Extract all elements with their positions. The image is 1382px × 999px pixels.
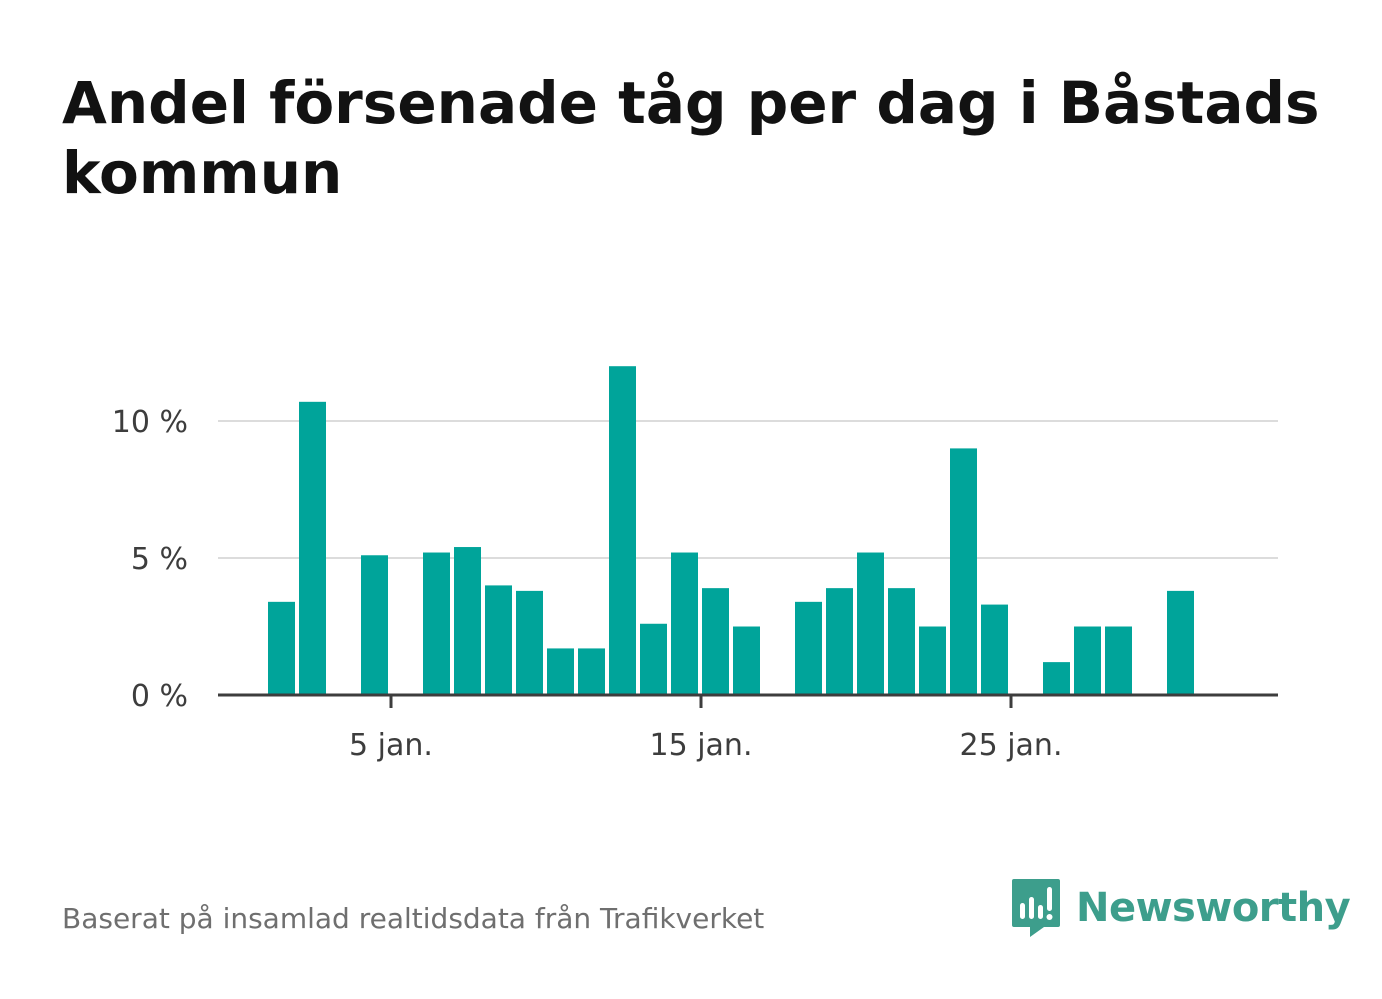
newsworthy-logo-icon [1012,879,1060,937]
gridlines [218,420,1278,559]
bar [516,590,543,695]
bar [795,601,822,695]
bar [733,626,760,695]
brand-name: Newsworthy [1076,885,1351,931]
bar [1105,626,1132,695]
x-tick-label: 15 jan. [650,728,753,763]
bar [299,401,326,695]
x-tick-label: 5 jan. [349,728,433,763]
bar [609,366,636,695]
bar [423,552,450,695]
bar [268,601,295,695]
bar [454,547,481,695]
bar [547,648,574,695]
bar [950,448,977,695]
brand-logo[interactable]: Newsworthy [1010,876,1351,940]
bar [671,552,698,695]
bar [857,552,884,695]
bars [268,366,1194,695]
bar [826,588,853,695]
bar-chart: 0 % 5 % 10 % 5 jan. 15 jan. 25 jan. [112,366,1278,763]
bar [485,585,512,695]
x-tick-label: 25 jan. [960,728,1063,763]
axes: 0 % 5 % 10 % 5 jan. 15 jan. 25 jan. [112,405,1278,763]
bar [361,555,388,695]
y-tick-label: 0 % [131,679,188,714]
bar [981,604,1008,695]
y-tick-label: 5 % [131,542,188,577]
bar [578,648,605,695]
bar [1043,662,1070,695]
bar [1167,590,1194,695]
bar [640,623,667,695]
source-note: Baserat på insamlad realtidsdata från Tr… [62,902,765,935]
bar [888,588,915,695]
chart-title: Andel försenade tåg per dag i Båstads ko… [62,69,1320,207]
bar [702,588,729,695]
y-tick-label: 10 % [112,405,188,440]
bar [919,626,946,695]
bar [1074,626,1101,695]
